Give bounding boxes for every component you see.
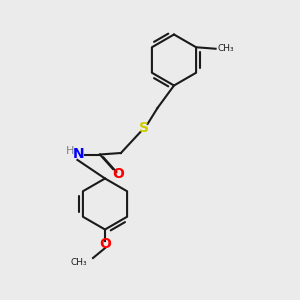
Text: CH₃: CH₃: [217, 44, 234, 53]
Text: H: H: [66, 146, 75, 156]
Text: S: S: [139, 121, 149, 134]
Text: CH₃: CH₃: [70, 258, 87, 267]
Text: O: O: [112, 167, 124, 181]
Text: O: O: [99, 238, 111, 251]
Text: N: N: [73, 148, 85, 161]
